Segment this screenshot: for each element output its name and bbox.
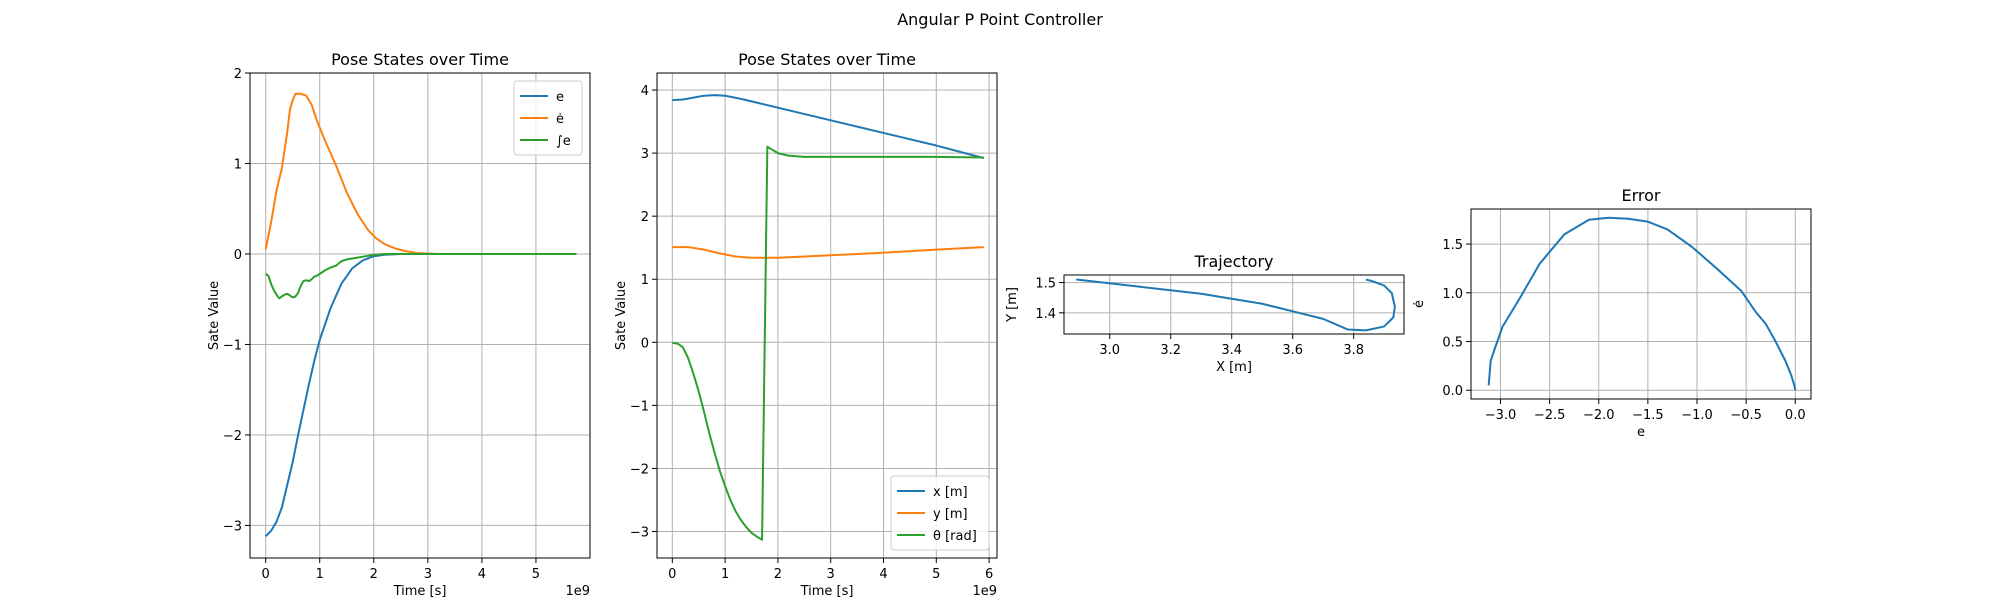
chart4-xtick-label-1: −2.5 (1534, 408, 1566, 423)
chart1-series-0-line (264, 252, 577, 537)
chart1-xtick-label-1: 1 (316, 567, 324, 582)
chart2-xtick-label-2: 2 (774, 567, 782, 582)
chart4-ytick-label-3: 1.5 (1442, 238, 1463, 253)
chart1-x-offset-text: 1e9 (565, 584, 590, 599)
chart2-ytick-label-7: 4 (641, 84, 649, 99)
chart2-frame (656, 72, 998, 559)
chart4-xtick-label-4: −1.0 (1681, 408, 1713, 423)
chart3-xtick-label-1: 3.2 (1160, 343, 1181, 358)
chart2-xtick-label-1: 1 (721, 567, 729, 582)
chart2-xtick-label-4: 4 (879, 567, 887, 582)
chart3-frame (1063, 274, 1405, 335)
chart1-frame (249, 72, 591, 559)
chart1-ytick-label-1: −2 (223, 429, 242, 444)
chart2-x-offset-text: 1e9 (972, 584, 997, 599)
chart2-xlabel: Time [s] (800, 584, 854, 599)
chart4-xtick-label-6: 0.0 (1785, 408, 1806, 423)
chart3-title: Trajectory (1194, 252, 1274, 271)
chart2-ylabel: Sate Value (614, 281, 629, 350)
chart1-ytick-label-3: 0 (234, 248, 242, 263)
chart2-xtick-label-3: 3 (827, 567, 835, 582)
chart3-series-0-line (1076, 278, 1396, 332)
chart2-legend-label-0: x [m] (933, 485, 968, 500)
chart1-xtick-label-3: 3 (424, 567, 432, 582)
chart1-xtick-label-0: 0 (262, 567, 270, 582)
chart4-xtick-label-5: −0.5 (1730, 408, 1762, 423)
chart2-title: Pose States over Time (738, 50, 916, 69)
chart3-xtick-label-2: 3.4 (1221, 343, 1242, 358)
chart2-series-1-line (672, 246, 984, 259)
chart3-xtick-label-3: 3.6 (1282, 343, 1303, 358)
chart1-ytick-label-2: −1 (223, 338, 242, 353)
chart1-ytick-label-5: 2 (234, 67, 242, 82)
chart2-ytick-label-6: 3 (641, 147, 649, 162)
chart2-xtick-label-5: 5 (932, 567, 940, 582)
chart1-legend-label-2: ∫e (556, 134, 571, 149)
axes-pose-states-2: 0 1 2 3 4 5 6 −3 −2 −1 0 1 2 3 4 Pose States over Time T… (614, 50, 998, 599)
chart1-legend-label-0: e (556, 90, 564, 105)
chart4-frame (1470, 208, 1812, 400)
chart4-ylabel: ė (1412, 300, 1427, 308)
chart2-ytick-label-0: −3 (630, 526, 649, 541)
chart3-ytick-label-0: 1.4 (1035, 307, 1056, 322)
chart3-ytick-label-1: 1.5 (1035, 277, 1056, 292)
axes-pose-states-1: 0 1 2 3 4 5 −3 −2 −1 0 1 2 Pose States over Time Time… (207, 50, 591, 599)
chart1-ytick-label-0: −3 (223, 519, 242, 534)
chart2-legend (890, 475, 990, 551)
chart1-xtick-label-5: 5 (532, 567, 540, 582)
chart2-series-0-line (672, 94, 985, 160)
chart1-xtick-label-4: 4 (478, 567, 486, 582)
chart1-ytick-label-4: 1 (234, 157, 242, 172)
chart3-ylabel: Y [m] (1005, 287, 1020, 323)
axes-trajectory: 3.0 3.2 3.4 3.6 3.8 1.4 1.5 Trajectory X [m] Y [m… (1005, 252, 1405, 375)
chart3-xtick-label-4: 3.8 (1343, 343, 1364, 358)
chart2-ytick-label-4: 1 (641, 273, 649, 288)
chart4-ytick-label-2: 1.0 (1442, 287, 1463, 302)
chart4-series-0-line (1487, 216, 1797, 391)
chart1-xtick-label-2: 2 (370, 567, 378, 582)
chart2-ytick-label-2: −1 (630, 399, 649, 414)
chart2-ytick-label-3: 0 (641, 336, 649, 351)
chart3-xtick-label-0: 3.0 (1099, 343, 1120, 358)
chart4-xtick-label-2: −2.0 (1583, 408, 1615, 423)
figure-suptitle: Angular P Point Controller (897, 10, 1103, 29)
chart2-legend-label-1: y [m] (933, 507, 968, 522)
chart2-ytick-label-5: 2 (641, 210, 649, 225)
chart1-title: Pose States over Time (331, 50, 509, 69)
chart1-legend-label-1: ė (556, 112, 564, 127)
axes-error: −3.0 −2.5 −2.0 −1.5 −1.0 −0.5 0.0 0.0 0.5 1.0 1.5 E… (1412, 186, 1812, 440)
chart1-series-2-line (265, 252, 577, 300)
chart3-xlabel: X [m] (1216, 360, 1252, 375)
chart2-legend-label-2: θ [rad] (933, 529, 977, 544)
chart4-ytick-label-1: 0.5 (1442, 336, 1463, 351)
chart1-ylabel: Sate Value (207, 281, 222, 350)
chart4-xtick-label-3: −1.5 (1632, 408, 1664, 423)
chart4-ytick-label-0: 0.0 (1442, 384, 1463, 399)
chart2-ytick-label-1: −2 (630, 462, 649, 477)
chart4-title: Error (1622, 186, 1661, 205)
chart1-series-1-line (264, 92, 577, 255)
chart2-xtick-label-6: 6 (985, 567, 993, 582)
chart2-xtick-label-0: 0 (668, 567, 676, 582)
chart2-series-2-line (672, 145, 984, 541)
chart1-xlabel: Time [s] (393, 584, 447, 599)
chart4-xtick-label-0: −3.0 (1485, 408, 1517, 423)
chart4-xlabel: e (1637, 425, 1645, 440)
